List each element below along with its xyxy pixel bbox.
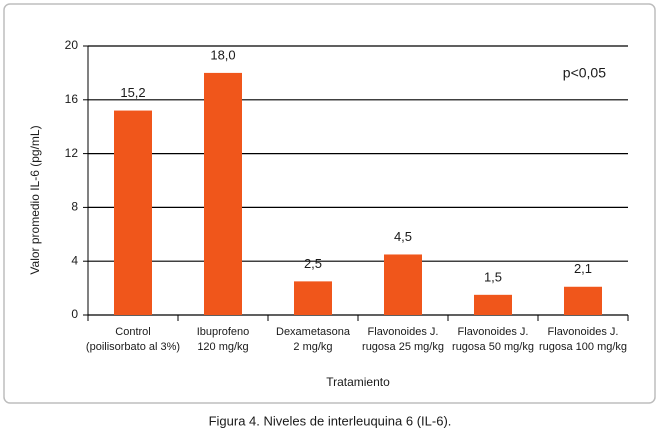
x-tick-label: Flavonoides J. [368,326,439,338]
x-tick-label: Control [115,326,150,338]
y-tick-label: 8 [71,200,78,214]
x-tick-label: 120 mg/kg [197,341,248,353]
y-axis-label: Valor promedio IL-6 (pg/mL) [28,125,42,274]
x-tick-label: Ibuprofeno [197,326,250,338]
x-tick-label: rugosa 100 mg/kg [539,341,627,353]
value-label: 1,5 [484,269,502,284]
chart-frame [3,3,656,404]
value-label: 2,1 [574,261,592,276]
x-tick-label: rugosa 25 mg/kg [362,341,444,353]
x-tick-label: Flavonoides J. [458,326,529,338]
y-tick-label: 12 [65,146,79,160]
bar [294,281,332,315]
x-tick-label: rugosa 50 mg/kg [452,341,534,353]
y-tick-label: 20 [65,38,79,52]
caption: Figura 4. Niveles de interleuquina 6 (IL… [209,413,452,428]
y-tick-label: 16 [65,92,79,106]
x-axis-label: Tratamiento [326,375,390,389]
annotation: p<0,05 [563,65,606,81]
bar [474,294,512,315]
bar [114,110,152,315]
y-tick-label: 0 [71,307,78,321]
y-tick-label: 4 [71,253,78,267]
x-tick-label: (poilisorbato al 3%) [86,341,180,353]
x-tick-label: 2 mg/kg [293,341,332,353]
value-label: 2,5 [304,256,322,271]
bar [384,254,422,315]
value-label: 4,5 [394,229,412,244]
bar [564,286,602,315]
bar [204,72,242,316]
value-label: 18,0 [210,47,235,62]
x-tick-label: Flavonoides J. [548,326,619,338]
x-tick-label: Dexametasona [276,326,351,338]
value-label: 15,2 [120,85,145,100]
